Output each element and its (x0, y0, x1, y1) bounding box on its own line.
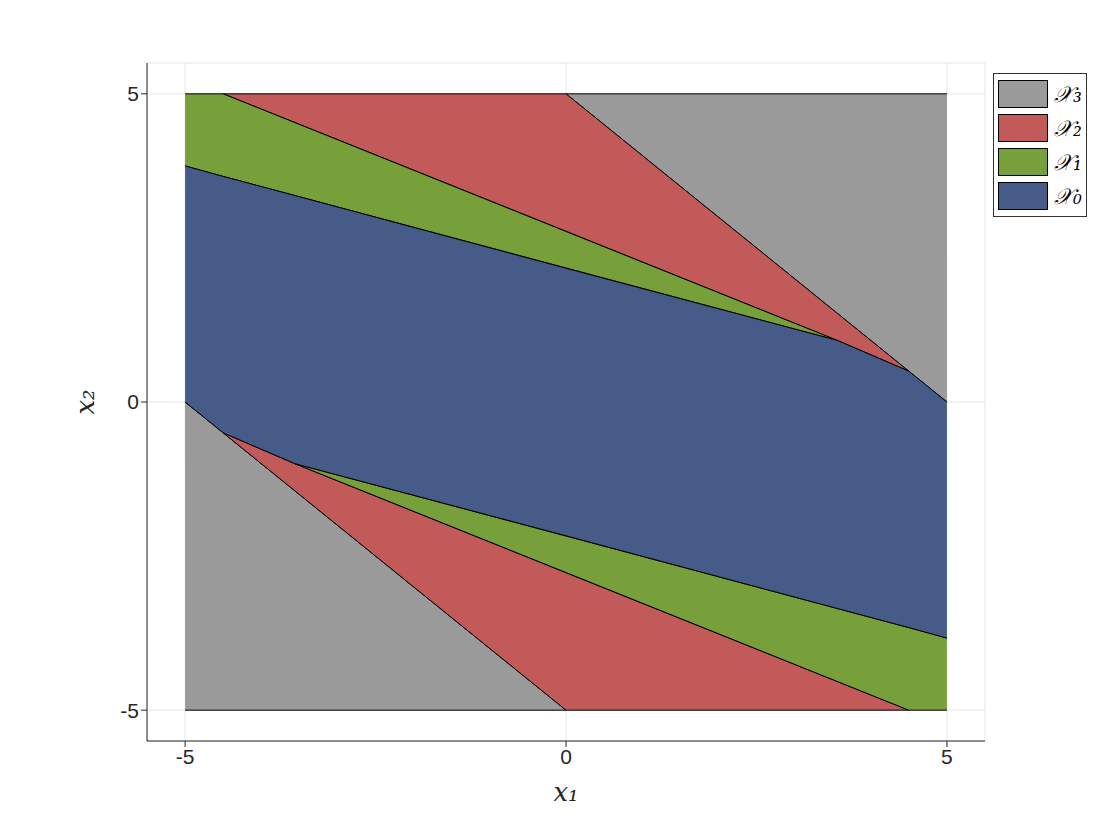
svg-text:0: 0 (560, 745, 572, 768)
svg-text:5: 5 (127, 82, 139, 105)
html-text:𝒳₁: 𝒳₁ (1054, 149, 1082, 175)
svg-text:-5: -5 (176, 745, 195, 768)
svg-text:x₂: x₂ (70, 389, 100, 414)
svg-text:5: 5 (941, 745, 953, 768)
svg-text:0: 0 (127, 390, 139, 413)
html-text:𝒳₀: 𝒳₀ (1054, 183, 1082, 209)
svg-text:-5: -5 (120, 699, 139, 722)
html-text:𝒳₃: 𝒳₃ (1054, 81, 1082, 107)
svg-text:x₁: x₁ (553, 777, 578, 807)
html-text:𝒳₂: 𝒳₂ (1054, 115, 1082, 141)
